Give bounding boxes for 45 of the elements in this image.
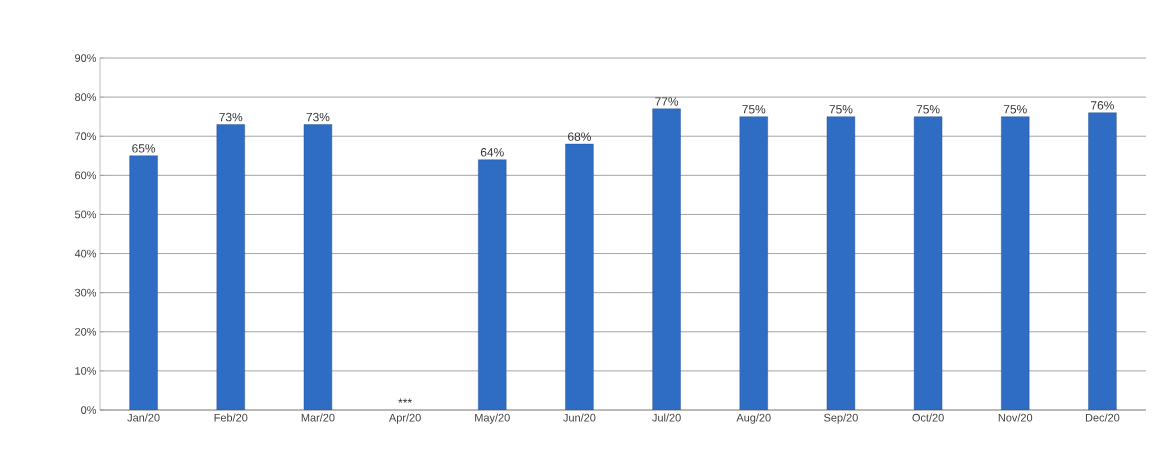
x-tick-label: Nov/20: [998, 413, 1033, 422]
text: ***: [398, 398, 412, 403]
data-label: 77%: [655, 97, 679, 106]
bar: [1001, 116, 1030, 410]
bar: [478, 159, 507, 410]
y-tick-label: 30%: [74, 288, 97, 297]
x-tick-label: Feb/20: [214, 413, 248, 422]
x-tick-label: Oct/20: [912, 413, 944, 422]
data-label: 73%: [306, 112, 330, 122]
bar: [826, 116, 856, 410]
bar: [565, 143, 594, 410]
data-label: 75%: [1003, 105, 1027, 114]
x-tick-label: May/20: [475, 413, 510, 424]
data-label: 73%: [219, 112, 243, 122]
x-tick-label: Mar/20: [301, 413, 335, 422]
x-tick-label: Sep/20: [824, 413, 858, 424]
bar: [303, 124, 333, 410]
y-tick-label: 90%: [75, 54, 97, 62]
bar: [129, 155, 158, 410]
data-label: 65%: [132, 144, 156, 153]
x-tick-label: Jun/20: [563, 413, 596, 422]
bar: [913, 116, 943, 410]
bar: [216, 124, 245, 410]
y-tick-label: 20%: [75, 327, 97, 336]
y-tick-label: 50%: [74, 210, 97, 219]
data-label: 64%: [480, 148, 504, 157]
x-tick-label: Aug/20: [736, 413, 771, 424]
y-tick-label: 60%: [75, 171, 97, 180]
y-tick-label: 70%: [75, 132, 97, 141]
data-label: 75%: [916, 105, 940, 114]
x-tick-label: Dec/20: [1085, 413, 1120, 422]
data-label: 75%: [829, 105, 853, 114]
x-tick-label: Jul/20: [652, 413, 681, 422]
y-tick-label: 40%: [74, 249, 97, 258]
y-tick-label: 0%: [81, 406, 97, 414]
y-tick-label: 10%: [75, 367, 97, 375]
y-tick-label: 80%: [75, 93, 97, 101]
x-tick-label: Jan/20: [127, 413, 160, 422]
bar: [1088, 112, 1117, 410]
data-label: 75%: [742, 105, 766, 114]
data-label: 68%: [568, 132, 591, 141]
data-label: 76%: [1091, 101, 1114, 110]
bar: [652, 108, 681, 410]
x-tick-label: Apr/20: [388, 413, 421, 424]
bar: [739, 116, 768, 410]
